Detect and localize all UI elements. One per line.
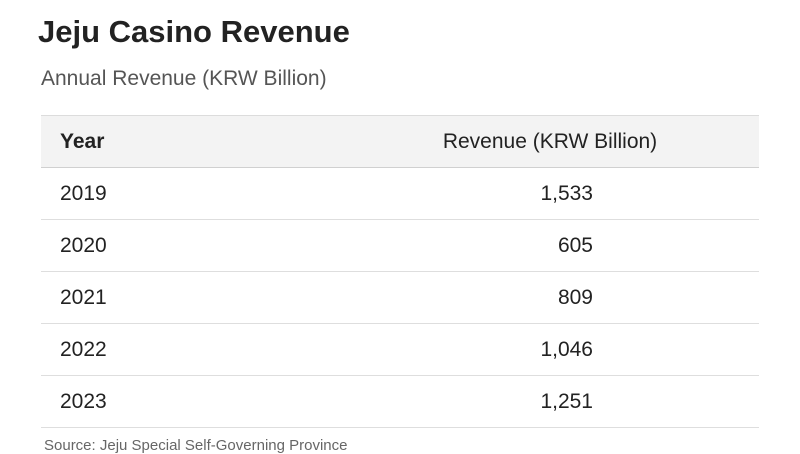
revenue-cell: 1,046 (540, 337, 593, 361)
table-row: 2021 809 (41, 272, 759, 324)
table-row: 2022 1,046 (41, 324, 759, 376)
revenue-cell: 1,251 (540, 389, 593, 413)
page-subtitle: Annual Revenue (KRW Billion) (41, 67, 327, 90)
table-header-row: Year Revenue (KRW Billion) (41, 115, 759, 168)
column-header-revenue: Revenue (KRW Billion) (442, 129, 658, 153)
revenue-table-container: Year Revenue (KRW Billion) 2019 1,533 20… (41, 115, 759, 428)
year-cell: 2023 (60, 389, 107, 413)
revenue-cell: 1,533 (540, 181, 593, 205)
revenue-cell: 809 (557, 285, 593, 309)
year-cell: 2021 (60, 285, 107, 309)
revenue-table: Year Revenue (KRW Billion) 2019 1,533 20… (41, 115, 759, 428)
table-row: 2020 605 (41, 220, 759, 272)
page-title: Jeju Casino Revenue (38, 14, 350, 49)
table-row: 2019 1,533 (41, 168, 759, 220)
year-cell: 2019 (60, 181, 107, 205)
table-header: Year Revenue (KRW Billion) (41, 115, 759, 168)
table-body: 2019 1,533 2020 605 2021 809 2022 1,046 … (41, 168, 759, 428)
column-header-year: Year (60, 129, 105, 153)
source-note: Source: Jeju Special Self-Governing Prov… (44, 437, 348, 454)
revenue-cell: 605 (557, 233, 593, 257)
table-row: 2023 1,251 (41, 376, 759, 428)
year-cell: 2022 (60, 337, 107, 361)
year-cell: 2020 (60, 233, 107, 257)
